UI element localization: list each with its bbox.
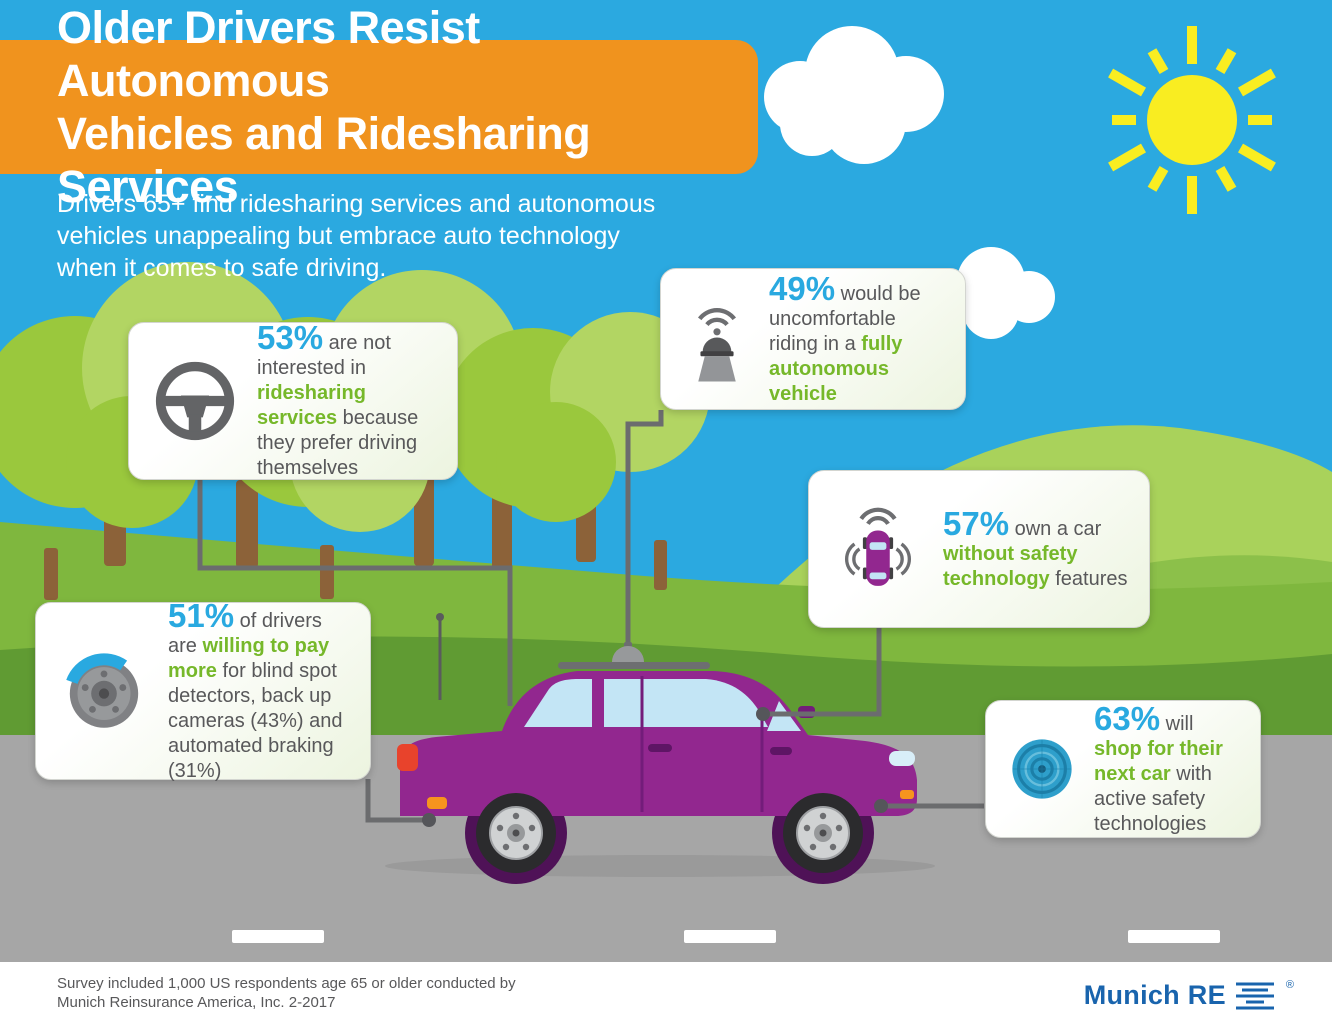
stat-text-after: with active safety technologies (1094, 762, 1212, 835)
stat-value: 49% (769, 269, 836, 307)
title-line-2: Vehicles and Ridesharing Services (57, 108, 591, 212)
registered-mark: ® (1285, 979, 1294, 991)
stat-text-after: because they prefer driving themselves (257, 407, 419, 479)
stat-highlight: fully autonomous vehicle (769, 332, 903, 405)
stat-text-after: features (1049, 567, 1128, 590)
stat-text: 49% would be uncomfortable riding in a f… (769, 272, 949, 407)
subtitle: Drivers 65+ find ridesharing services an… (57, 190, 656, 282)
stat-value: 53% (257, 319, 324, 356)
brake-disc-icon (52, 644, 156, 738)
car-sensors-icon (825, 497, 931, 601)
front-wheel (783, 793, 863, 873)
sun (1108, 26, 1276, 214)
stat-text-before: of drivers are (168, 609, 322, 657)
stat-value: 63% (1094, 699, 1161, 737)
connector-lines-back (197, 410, 664, 706)
stat-card-no-safety-tech: 57% own a car without safety technology … (808, 470, 1150, 628)
stat-value: 51% (168, 596, 235, 634)
stat-value: 57% (943, 504, 1010, 542)
connector-lines-front (365, 628, 984, 823)
connector-dots (422, 707, 888, 827)
title-banner: Older Drivers Resist Autonomous Vehicles … (0, 2, 758, 212)
munichre-wordmark: Munich RE (1083, 980, 1226, 1010)
stat-text-after: for blind spot detectors, back up camera… (168, 659, 343, 782)
title-line-1: Older Drivers Resist Autonomous (57, 2, 480, 106)
lidar-sensor-icon (677, 293, 757, 385)
stat-text-before: would be uncomfortable riding in a (769, 282, 921, 355)
stat-highlight: shop for their next car (1094, 737, 1223, 785)
stat-text: 63% will shop for their next car with ac… (1094, 702, 1244, 837)
survey-note: Survey included 1,000 US respondents age… (57, 974, 516, 1012)
survey-note-line-2: Munich Reinsurance America, Inc. 2-2017 (57, 994, 336, 1011)
rear-wheel (476, 793, 556, 873)
steering-wheel-icon (145, 358, 245, 444)
page-title: Older Drivers Resist Autonomous Vehicles … (57, 1, 758, 213)
stat-card-shop-next-car: 63% will shop for their next car with ac… (985, 700, 1261, 838)
stat-text: 57% own a car without safety technology … (943, 507, 1133, 592)
stat-card-autonomous-vehicle: 49% would be uncomfortable riding in a f… (660, 268, 966, 410)
stat-text-before: are not interested in (257, 332, 391, 379)
munichre-lines-icon (1235, 982, 1274, 1010)
radar-icon (1002, 730, 1082, 808)
clouds (764, 26, 1055, 339)
stat-text: 53% are not interested in ridesharing se… (257, 321, 441, 481)
stat-card-pay-more: 51% of drivers are willing to pay more f… (35, 599, 371, 782)
stat-text-before: will (1160, 712, 1194, 735)
survey-note-line-1: Survey included 1,000 US respondents age… (57, 975, 516, 992)
car-illustration (397, 613, 917, 884)
stat-highlight: willing to pay more (168, 634, 330, 682)
footer-background (0, 962, 1332, 1032)
munichre-logo: Munich RE ® (1083, 979, 1294, 1011)
stat-text-before: own a car (1009, 517, 1102, 540)
stat-highlight: without safety technology (943, 542, 1078, 590)
stat-text: 51% of drivers are willing to pay more f… (168, 599, 354, 784)
stat-card-ridesharing: 53% are not interested in ridesharing se… (128, 321, 458, 481)
stat-highlight: ridesharing services (257, 382, 366, 429)
